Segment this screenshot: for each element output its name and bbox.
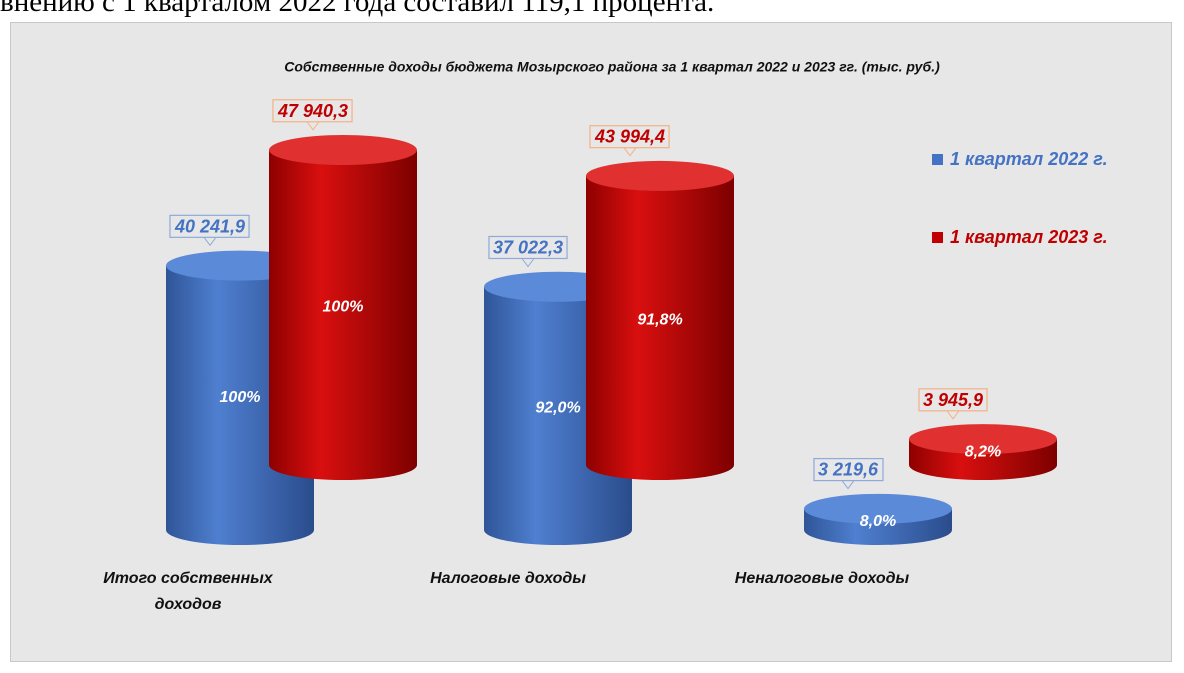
- value-label-box: [589, 125, 670, 149]
- inner-label: 100%: [323, 299, 364, 316]
- inner-label: 100%: [220, 389, 261, 406]
- inner-label: 91,8%: [637, 312, 682, 329]
- legend-label: 1 квартал 2023 г.: [950, 227, 1108, 247]
- inner-label: 8,2%: [965, 443, 1001, 460]
- cylinder-top: [909, 424, 1057, 455]
- value-label-box: [272, 99, 353, 123]
- category-label: Налоговые доходы: [430, 570, 586, 587]
- cylinder-top: [269, 135, 417, 165]
- value-label: 40 241,9: [174, 216, 245, 236]
- value-label-pointer: [306, 121, 320, 131]
- legend-marker: [932, 232, 943, 243]
- value-label-pointer: [203, 237, 217, 247]
- chart-title: Собственные доходы бюджета Мозырского ра…: [284, 59, 940, 75]
- value-label-box: [918, 388, 988, 412]
- value-label: 43 994,4: [594, 127, 665, 147]
- value-label-box: [488, 235, 568, 260]
- value-label-pointer: [946, 410, 960, 420]
- cylinder: [586, 175, 734, 480]
- legend-marker: [932, 154, 943, 165]
- value-label-box: [813, 457, 884, 482]
- value-label: 3 219,6: [818, 460, 879, 480]
- value-label: 3 945,9: [923, 390, 983, 410]
- legend-label: 1 квартал 2022 г.: [950, 149, 1108, 169]
- category-label: Неналоговые доходы: [734, 570, 910, 587]
- header-text: внению с 1 кварталом 2022 года составил …: [0, 0, 715, 18]
- value-label-pointer: [841, 480, 855, 490]
- cylinder: [269, 150, 417, 480]
- value-label-pointer: [521, 258, 535, 268]
- category-label: Итого собственных доходов: [103, 570, 273, 613]
- inner-label: 92,0%: [535, 400, 580, 417]
- value-label: 37 022,3: [493, 237, 563, 257]
- value-label: 47 940,3: [277, 101, 348, 121]
- cylinder-top: [586, 160, 734, 191]
- value-label-box: [169, 214, 250, 238]
- value-label-pointer: [623, 147, 637, 157]
- inner-label: 8,0%: [860, 513, 896, 530]
- cylinder-top: [804, 493, 952, 524]
